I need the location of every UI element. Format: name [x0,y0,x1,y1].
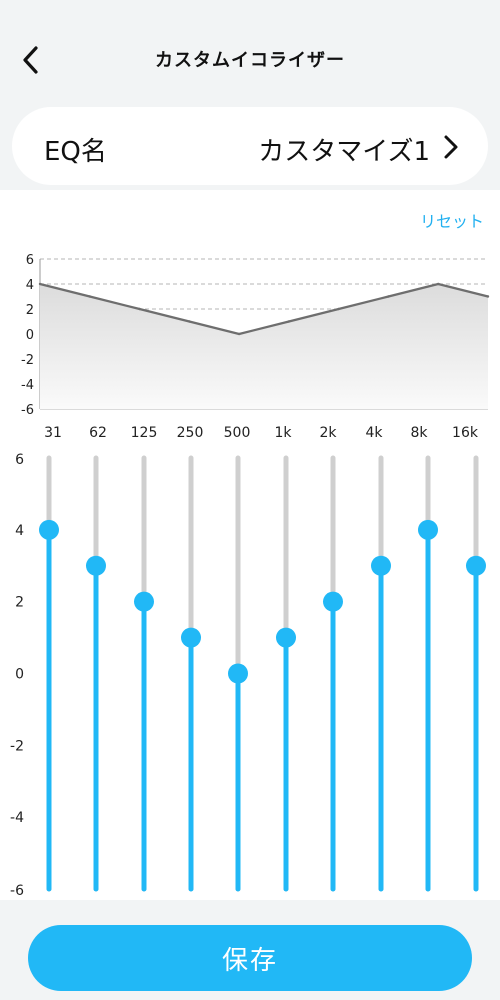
slider-thumb[interactable] [86,555,106,576]
eq-name-label: EQ名 [44,137,107,167]
slider-thumb[interactable] [418,519,438,540]
slider-thumb[interactable] [181,627,201,648]
chart-data-point [387,295,390,298]
back-button[interactable] [14,40,48,80]
header: カスタムイコライザー [0,0,500,110]
chart-data-point [38,282,42,286]
slider-thumb[interactable] [39,519,59,540]
frequency-label: 4k [365,425,383,441]
slider-thumb[interactable] [466,555,486,576]
chart-data-point [486,295,490,298]
slider-y-tick-label: 2 [15,595,24,611]
slider-y-tick-label: -4 [10,810,24,826]
frequency-label: 62 [89,425,107,441]
save-button[interactable]: 保存 [28,925,472,991]
frequency-label: 250 [177,425,204,441]
chart-y-tick-label: -2 [21,353,34,368]
frequency-label: 2k [319,425,337,441]
frequency-label: 125 [131,425,158,441]
chart-data-point [437,282,440,286]
chart-y-tick-label: 0 [26,328,34,343]
slider-thumb[interactable] [134,591,154,612]
slider-thumb[interactable] [371,555,391,576]
slider-y-tick-label: 6 [15,452,24,468]
chart-data-point [337,307,340,311]
chart-y-tick-label: -6 [21,403,34,418]
slider-y-tick-label: -2 [10,738,24,754]
chevron-left-icon [23,46,38,74]
chart-y-tick-label: 6 [26,253,34,268]
page-title: カスタムイコライザー [155,50,345,71]
slider-y-tick-label: 4 [15,523,24,539]
frequency-label: 500 [224,425,251,441]
eq-name-value: カスタマイズ1 [258,137,430,167]
frequency-label: 16k [452,425,479,441]
slider-thumb[interactable] [323,591,343,612]
reset-link[interactable]: リセット [419,212,484,231]
chart-data-point [287,320,291,323]
chart-data-point [188,320,191,323]
chart-y-tick-label: 2 [26,303,34,318]
chart-y-tick-label: -4 [21,378,34,393]
frequency-label: 31 [44,425,62,441]
chart-curve-line [39,282,489,336]
slider-y-tick-label: -6 [10,883,24,899]
slider-thumb[interactable] [276,627,296,648]
chart-data-point [237,332,241,336]
frequency-label: 8k [410,425,428,441]
chart-data-point [138,307,141,311]
chart-area-fill [40,284,488,409]
chevron-right-icon [444,135,458,159]
slider-y-tick-label: 0 [15,667,24,683]
slider-thumb[interactable] [228,663,248,684]
frequency-label: 1k [274,425,292,441]
eq-name-row[interactable]: EQ名 カスタマイズ1 [12,107,488,185]
chart-data-point [88,295,91,298]
chart-y-tick-label: 4 [26,278,34,293]
